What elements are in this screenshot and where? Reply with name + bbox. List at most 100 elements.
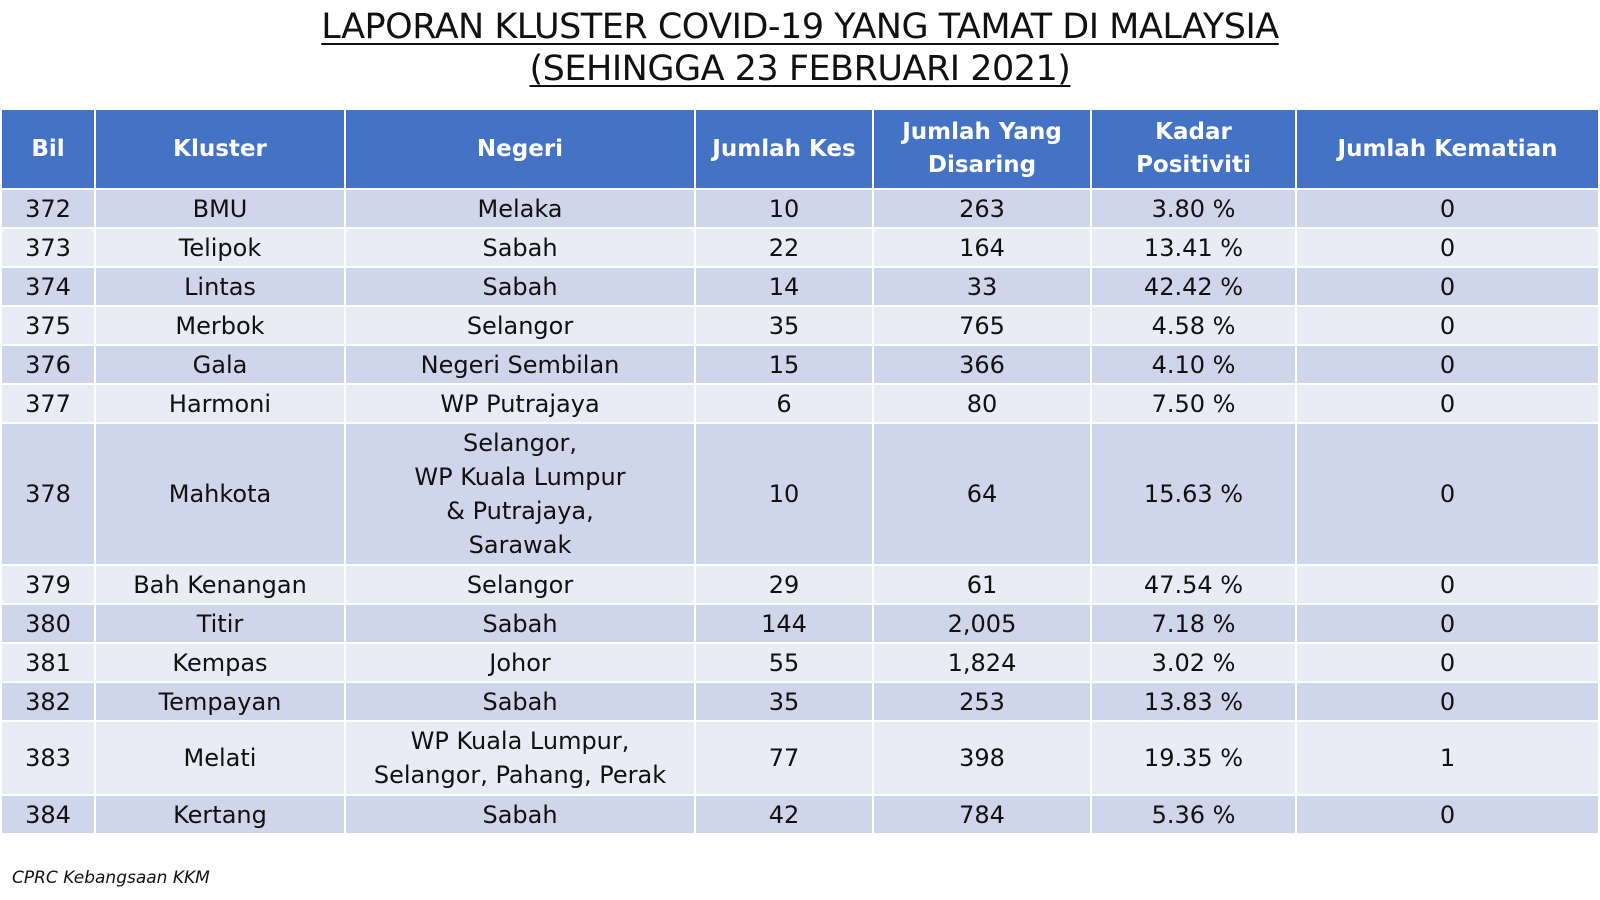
cell-kadar-positiviti: 42.42 %	[1090, 266, 1297, 307]
cell-jumlah-kematian: 0	[1295, 681, 1600, 722]
cell-jumlah-kematian: 0	[1295, 227, 1600, 268]
cell-jumlah-disaring: 33	[872, 266, 1092, 307]
table-row: 383 Melati WP Kuala Lumpur, Selangor, Pahan…	[0, 720, 1600, 796]
cell-bil: 384	[0, 794, 96, 835]
negeri-line: Sabah	[482, 687, 558, 716]
cell-jumlah-kematian: 1	[1295, 720, 1600, 796]
cell-jumlah-disaring: 1,824	[872, 642, 1092, 683]
cell-negeri: Sabah	[344, 794, 696, 835]
cell-jumlah-kematian: 0	[1295, 564, 1600, 605]
cell-jumlah-kes: 10	[694, 188, 874, 229]
negeri-line: Sabah	[482, 272, 558, 301]
table-row: 379 Bah Kenangan Selangor 29 61 47.54 % 0	[0, 564, 1600, 605]
negeri-line: Sabah	[482, 233, 558, 262]
cell-negeri: Negeri Sembilan	[344, 344, 696, 385]
cell-jumlah-kematian: 0	[1295, 305, 1600, 346]
cell-negeri: Melaka	[344, 188, 696, 229]
cell-bil: 379	[0, 564, 96, 605]
cell-jumlah-kematian: 0	[1295, 603, 1600, 644]
cell-bil: 380	[0, 603, 96, 644]
source-footer: CPRC Kebangsaan KKM	[12, 868, 210, 888]
negeri-line: Selangor	[466, 311, 574, 340]
cell-negeri: Johor	[344, 642, 696, 683]
cell-jumlah-kes: 55	[694, 642, 874, 683]
cell-negeri: Sabah	[344, 603, 696, 644]
cluster-table: Bil Kluster Negeri Jumlah Kes Jumlah Yan…	[0, 108, 1600, 835]
cell-jumlah-disaring: 784	[872, 794, 1092, 835]
cell-jumlah-disaring: 61	[872, 564, 1092, 605]
negeri-line: Melaka	[477, 194, 563, 223]
table-row: 384 Kertang Sabah 42 784 5.36 % 0	[0, 794, 1600, 835]
cell-jumlah-kematian: 0	[1295, 188, 1600, 229]
cell-bil: 377	[0, 383, 96, 424]
cell-jumlah-kematian: 0	[1295, 344, 1600, 385]
cell-kadar-positiviti: 3.02 %	[1090, 642, 1297, 683]
cell-kadar-positiviti: 13.41 %	[1090, 227, 1297, 268]
table-row: 373 Telipok Sabah 22 164 13.41 % 0	[0, 227, 1600, 268]
cell-kluster: Tempayan	[94, 681, 346, 722]
cell-jumlah-kematian: 0	[1295, 642, 1600, 683]
cell-kadar-positiviti: 5.36 %	[1090, 794, 1297, 835]
cell-jumlah-kematian: 0	[1295, 422, 1600, 566]
cell-jumlah-kes: 29	[694, 564, 874, 605]
cell-negeri: WP Kuala Lumpur, Selangor, Pahang, Perak	[344, 720, 696, 796]
cell-negeri: Selangor	[344, 564, 696, 605]
negeri-line: Sabah	[482, 609, 558, 638]
cell-kluster: Bah Kenangan	[94, 564, 346, 605]
cell-bil: 374	[0, 266, 96, 307]
cell-negeri: Selangor, WP Kuala Lumpur & Putrajaya, Sara…	[344, 422, 696, 566]
cell-jumlah-kes: 35	[694, 681, 874, 722]
table-row: 378 Mahkota Selangor, WP Kuala Lumpur & Putr…	[0, 422, 1600, 566]
cell-bil: 376	[0, 344, 96, 385]
cell-jumlah-kematian: 0	[1295, 383, 1600, 424]
title-line-1: LAPORAN KLUSTER COVID-19 YANG TAMAT DI M…	[321, 7, 1279, 47]
cell-kluster: Merbok	[94, 305, 346, 346]
header-kluster: Kluster	[94, 108, 346, 190]
cell-kluster: Titir	[94, 603, 346, 644]
cell-kluster: BMU	[94, 188, 346, 229]
cell-kluster: Kempas	[94, 642, 346, 683]
cell-bil: 375	[0, 305, 96, 346]
header-kadar-positiviti: Kadar Positiviti	[1090, 108, 1297, 190]
cell-negeri: Sabah	[344, 681, 696, 722]
table-row: 380 Titir Sabah 144 2,005 7.18 % 0	[0, 603, 1600, 644]
cell-kadar-positiviti: 4.10 %	[1090, 344, 1297, 385]
title-line-2: (SEHINGGA 23 FEBRUARI 2021)	[529, 49, 1071, 89]
cell-negeri: Sabah	[344, 266, 696, 307]
negeri-line: WP Kuala Lumpur,	[410, 727, 630, 755]
cell-negeri: WP Putrajaya	[344, 383, 696, 424]
cell-kadar-positiviti: 4.58 %	[1090, 305, 1297, 346]
cell-kadar-positiviti: 3.80 %	[1090, 188, 1297, 229]
header-jumlah-disaring: Jumlah Yang Disaring	[872, 108, 1092, 190]
table-row: 375 Merbok Selangor 35 765 4.58 % 0	[0, 305, 1600, 346]
negeri-line: Johor	[489, 648, 551, 677]
cell-kluster: Gala	[94, 344, 346, 385]
cell-jumlah-disaring: 253	[872, 681, 1092, 722]
cell-jumlah-disaring: 366	[872, 344, 1092, 385]
cell-jumlah-kematian: 0	[1295, 794, 1600, 835]
cell-kadar-positiviti: 13.83 %	[1090, 681, 1297, 722]
cell-jumlah-disaring: 398	[872, 720, 1092, 796]
cell-jumlah-kes: 6	[694, 383, 874, 424]
cell-jumlah-disaring: 765	[872, 305, 1092, 346]
cell-kadar-positiviti: 15.63 %	[1090, 422, 1297, 566]
cell-kluster: Telipok	[94, 227, 346, 268]
negeri-line: & Putrajaya,	[446, 497, 594, 525]
negeri-line: Sarawak	[468, 531, 572, 559]
negeri-line: WP Putrajaya	[440, 389, 600, 418]
header-negeri: Negeri	[344, 108, 696, 190]
table-row: 377 Harmoni WP Putrajaya 6 80 7.50 % 0	[0, 383, 1600, 424]
negeri-line: Selangor,	[463, 429, 577, 457]
cell-jumlah-kes: 15	[694, 344, 874, 385]
cell-kluster: Harmoni	[94, 383, 346, 424]
cell-jumlah-disaring: 80	[872, 383, 1092, 424]
report-title: LAPORAN KLUSTER COVID-19 YANG TAMAT DI M…	[0, 6, 1600, 90]
cell-kadar-positiviti: 7.18 %	[1090, 603, 1297, 644]
table-row: 374 Lintas Sabah 14 33 42.42 % 0	[0, 266, 1600, 307]
cell-jumlah-kes: 77	[694, 720, 874, 796]
negeri-line: Selangor	[466, 570, 574, 599]
cell-kadar-positiviti: 47.54 %	[1090, 564, 1297, 605]
cell-kluster: Kertang	[94, 794, 346, 835]
cell-jumlah-kes: 10	[694, 422, 874, 566]
negeri-line: Selangor, Pahang, Perak	[373, 761, 667, 789]
